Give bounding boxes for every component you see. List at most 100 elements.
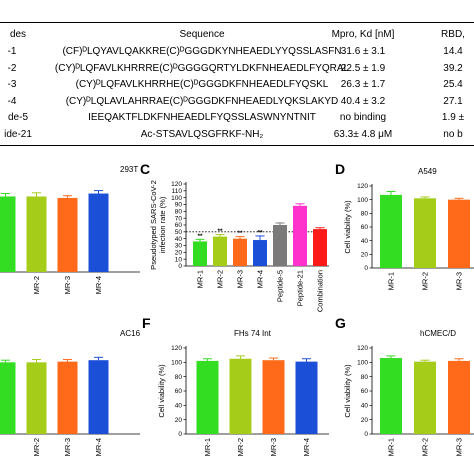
- peptide-name: -4: [7, 95, 17, 107]
- bar: [273, 225, 287, 266]
- header-sequence: Sequence: [179, 29, 225, 40]
- category-label: MR-2: [216, 270, 225, 288]
- chart-svg-f: F FHs 74 Int 0 20 40 60 80 100 120 Cell viability…: [142, 315, 329, 456]
- peptide-name: -1: [7, 46, 17, 57]
- category-label: Peptide-5: [276, 270, 285, 302]
- y-tick-label: 0: [364, 431, 368, 438]
- peptide-sequence: Ac-STSAVLQSGFRKF-NH₂: [140, 128, 264, 140]
- y-tick-label: 120: [171, 181, 182, 188]
- chart-title: A549: [418, 167, 437, 176]
- significance-mark: **: [257, 229, 263, 236]
- chart-title: hCMEC/D: [420, 329, 456, 338]
- bar: [57, 361, 78, 434]
- bar: [88, 360, 109, 434]
- category-label: MR-1: [196, 270, 205, 288]
- bar: [26, 196, 47, 272]
- bar: [414, 198, 436, 268]
- category-label: MR-3: [63, 438, 72, 456]
- peptide-name: -2: [7, 62, 17, 74]
- category-label: MR-1: [387, 272, 396, 290]
- bar: [380, 358, 402, 434]
- y-tick-label: 40: [361, 403, 369, 410]
- bar: [213, 236, 227, 266]
- header-mpro-kd: Mpro, Kd [nM]: [331, 29, 395, 40]
- y-tick-label: 120: [357, 183, 368, 190]
- bar: [233, 238, 247, 266]
- bar: [57, 197, 78, 272]
- y-tick-label: 40: [361, 238, 369, 245]
- y-tick-label: 80: [175, 374, 183, 381]
- category-label: MR-4: [94, 276, 103, 294]
- chart-panel-d: D A549 0 20 40 60 80 100 120 Cell viability (%) MR…: [332, 158, 474, 308]
- category-label: MR-3: [455, 438, 464, 456]
- bar: [193, 241, 207, 266]
- bar: [414, 361, 436, 434]
- y-tick-label: 50: [175, 229, 183, 236]
- y-axis-label: Cell viability (%): [343, 200, 352, 254]
- chart-panel-b: 293T MR-2 MR-3 MR-4: [0, 158, 152, 308]
- peptide-name: de-5: [7, 112, 29, 123]
- chart-svg-e: AC16 MR-2 MR-3 MR-4: [0, 329, 141, 456]
- chart-panel-f: F FHs 74 Int 0 20 40 60 80 100 120 Cell viability…: [138, 308, 334, 474]
- mpro-kd-value: 31.6 ± 3.1: [340, 46, 386, 57]
- category-label: MR-3: [269, 438, 278, 456]
- y-axis-label: Pseudotyped SARS-CoV-2infection rate (%): [149, 180, 167, 270]
- y-tick-label: 60: [175, 222, 183, 229]
- rbd-kd-value: 1.9 ±: [441, 112, 465, 123]
- y-tick-label: 20: [361, 417, 369, 424]
- panel-letter: F: [142, 315, 151, 331]
- category-label: MR-2: [32, 438, 41, 456]
- chart-title: 293T: [120, 165, 138, 174]
- y-tick-label: 100: [357, 360, 368, 367]
- mpro-kd-value: 40.4 ± 3.2: [340, 95, 386, 107]
- category-label: MR-3: [63, 276, 72, 294]
- chart-svg-d: D A549 0 20 40 60 80 100 120 Cell viability (%) MR…: [335, 161, 474, 290]
- category-label: MR-2: [421, 438, 430, 456]
- chart-svg-b: 293T MR-2 MR-3 MR-4: [0, 165, 140, 294]
- peptide-sequence: (CY)ᴰLQFAVLKHRRRE(C)ᴰGGGGQRTYLDKFNHEAEDL…: [54, 62, 350, 74]
- y-tick-label: 120: [171, 345, 182, 352]
- bar: [380, 194, 402, 268]
- bar: [253, 240, 267, 266]
- significance-mark: **: [197, 233, 203, 240]
- rbd-kd-value: 27.1: [443, 95, 463, 107]
- chart-panel-c: C 0 10 20 30 40 50 60 70 80 90 100 110 120 Pseudotyped…: [138, 158, 334, 312]
- category-label: MR-1: [203, 438, 212, 456]
- bar: [295, 361, 318, 434]
- category-label: MR-3: [236, 270, 245, 288]
- y-axis-label: Cell viability (%): [157, 364, 166, 418]
- category-label: MR-2: [32, 276, 41, 294]
- y-tick-label: 100: [171, 195, 182, 202]
- bar: [88, 193, 109, 272]
- y-tick-label: 110: [172, 188, 183, 195]
- y-tick-label: 80: [361, 211, 369, 218]
- header-peptide-name: des: [9, 29, 27, 40]
- table-top-rule: [0, 22, 474, 23]
- peptide-table: des Sequence Mpro, Kd [nM] RBD, -1 (CF)ᴰL…: [0, 8, 474, 158]
- table-bottom-rule: [0, 145, 474, 146]
- peptide-name: ide-21: [4, 128, 32, 140]
- category-label: MR-2: [236, 438, 245, 456]
- y-tick-label: 40: [175, 236, 183, 243]
- category-label: MR-4: [256, 270, 265, 288]
- y-tick-label: 30: [175, 243, 183, 250]
- bar: [0, 362, 16, 434]
- peptide-sequence: (CF)ᴰLQYAVLQAKKRE(C)ᴰGGGDKYNHEAEDLYYQSSL…: [62, 46, 342, 57]
- significance-mark: **: [217, 228, 223, 235]
- bar: [196, 360, 219, 434]
- peptide-name: -3: [7, 79, 17, 90]
- y-tick-label: 10: [175, 256, 183, 263]
- panel-letter: G: [335, 315, 346, 331]
- bar: [448, 360, 470, 434]
- chart-title: FHs 74 Int: [234, 329, 272, 338]
- bar: [229, 358, 252, 434]
- y-tick-label: 0: [178, 263, 182, 270]
- y-tick-label: 60: [175, 388, 183, 395]
- mpro-kd-value: 22.5 ± 1.9: [340, 62, 386, 74]
- y-tick-label: 60: [361, 224, 369, 231]
- category-label: MR-3: [455, 272, 464, 290]
- bar: [0, 196, 16, 272]
- bar: [313, 229, 327, 266]
- panel-letter: D: [335, 161, 345, 177]
- y-tick-label: 80: [175, 209, 183, 216]
